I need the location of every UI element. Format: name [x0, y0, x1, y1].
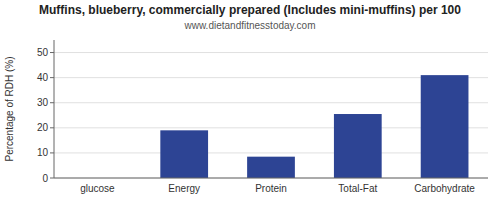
x-tick-label: Energy	[168, 183, 200, 194]
y-tick-label: 10	[37, 147, 49, 158]
bar	[160, 130, 208, 178]
title: Muffins, blueberry, commercially prepare…	[39, 3, 461, 17]
x-tick-label: Protein	[255, 183, 287, 194]
y-axis	[54, 40, 55, 178]
x-axis	[54, 178, 488, 179]
y-tick-label: 0	[42, 173, 48, 184]
x-tick-label: glucose	[80, 183, 115, 194]
y-tick	[50, 77, 54, 78]
x-tick-label: Total-Fat	[338, 183, 377, 194]
chart: Muffins, blueberry, commercially prepare…	[0, 0, 500, 200]
y-tick	[50, 52, 54, 53]
y-tick-label: 40	[37, 72, 49, 83]
subtitle: www.dietandfitnesstoday.com	[184, 20, 316, 31]
y-tick	[50, 152, 54, 153]
y-tick	[50, 178, 54, 179]
y-tick	[50, 102, 54, 103]
grid-line	[54, 178, 488, 179]
grid-line	[54, 52, 488, 53]
y-tick-label: 50	[37, 47, 49, 58]
y-tick-label: 20	[37, 122, 49, 133]
bar	[334, 114, 382, 178]
y-axis-label: Percentage of RDH (%)	[4, 56, 15, 161]
bar	[247, 157, 295, 178]
bars	[160, 75, 468, 178]
bar	[421, 75, 469, 178]
grid	[54, 53, 488, 178]
x-tick-label: Carbohydrate	[414, 183, 475, 194]
y-tick-label: 30	[37, 97, 49, 108]
y-tick	[50, 127, 54, 128]
